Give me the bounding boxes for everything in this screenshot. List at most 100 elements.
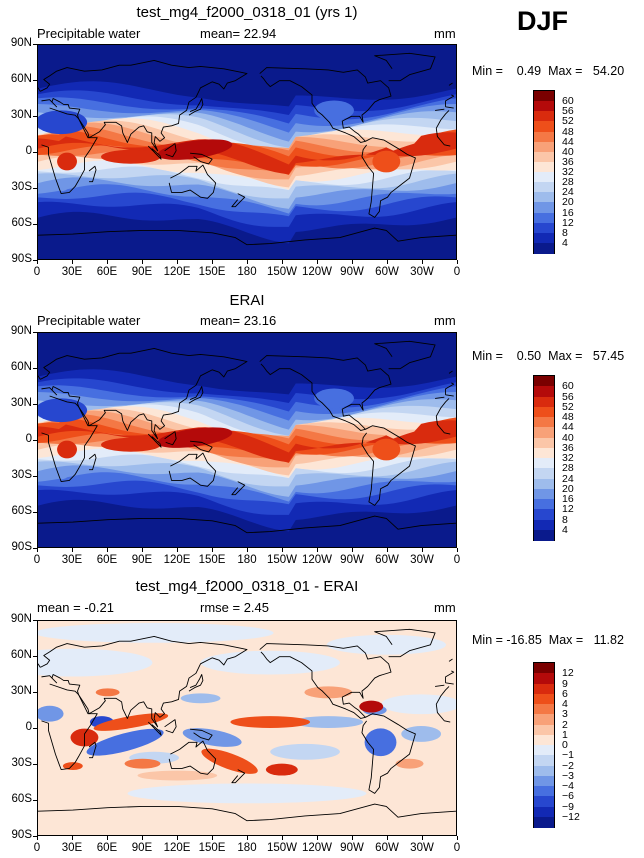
- colorbar-swatch: [534, 141, 554, 153]
- panel-1-colorbar: [533, 90, 555, 254]
- colorbar-label: 12: [562, 667, 574, 680]
- coastline: [259, 643, 392, 719]
- lat-tick-label: 30S: [11, 181, 32, 193]
- lon-tick: [457, 260, 458, 264]
- colorbar-swatch: [534, 458, 554, 469]
- colorbar-swatch: [534, 488, 554, 500]
- panel-3-rmse-label: rmse = 2.45: [200, 600, 270, 615]
- lon-tick-label: 0: [33, 266, 41, 278]
- lat-tick-label: 90N: [10, 37, 32, 49]
- field-contour: [372, 150, 401, 173]
- coastline: [190, 152, 213, 165]
- coastline: [88, 165, 97, 183]
- lat-tick-label: 60S: [11, 505, 32, 517]
- field-contour: [101, 149, 161, 164]
- lon-tick: [282, 260, 283, 264]
- lon-tick-label: 150W: [266, 266, 298, 278]
- colorbar-label: 16: [562, 493, 574, 505]
- lat-tick: [33, 800, 37, 801]
- lon-tick: [282, 548, 283, 552]
- colorbar-label: 4: [562, 236, 568, 249]
- lon-tick-label: 60W: [375, 266, 399, 278]
- field-contour: [38, 110, 88, 135]
- lon-tick-label: 120W: [301, 842, 333, 854]
- coastline: [374, 340, 436, 370]
- lat-tick: [33, 764, 37, 765]
- colorbar-label: 20: [562, 196, 574, 209]
- lon-tick: [352, 836, 353, 840]
- lat-tick: [33, 332, 37, 333]
- lon-tick-label: 0: [33, 842, 41, 854]
- lon-tick-label: 60E: [96, 842, 118, 854]
- field-contour: [270, 743, 340, 760]
- panel-1-units: mm: [434, 26, 456, 41]
- lon-tick: [107, 836, 108, 840]
- panel-1-variable-label: Precipitable water: [37, 26, 141, 41]
- lon-tick-label: 120E: [163, 554, 191, 566]
- lat-tick-label: 90N: [10, 325, 32, 337]
- lat-tick: [33, 188, 37, 189]
- lon-tick: [107, 260, 108, 264]
- lat-tick: [33, 692, 37, 693]
- lat-tick-label: 90N: [10, 613, 32, 625]
- colorbar-swatch: [534, 111, 554, 122]
- colorbar-label: 0: [562, 739, 568, 751]
- colorbar-swatch: [534, 121, 554, 133]
- lon-tick: [72, 260, 73, 264]
- colorbar-swatch: [534, 131, 554, 143]
- coastline: [147, 721, 162, 736]
- lon-tick: [422, 836, 423, 840]
- lat-tick: [33, 476, 37, 477]
- coastline: [190, 440, 213, 453]
- coastline: [188, 674, 204, 692]
- colorbar-swatch: [534, 202, 554, 214]
- lon-tick: [352, 548, 353, 552]
- field-contour: [57, 440, 77, 459]
- colorbar-label: 2: [562, 718, 568, 731]
- field-contour: [38, 132, 456, 175]
- colorbar-label: −3: [562, 769, 574, 782]
- lon-tick-label: 120W: [301, 554, 333, 566]
- lon-tick: [212, 548, 213, 552]
- lon-tick: [142, 260, 143, 264]
- field-contour: [38, 648, 153, 677]
- panel-1-title: test_mg4_f2000_0318_01 (yrs 1): [136, 4, 358, 21]
- lon-tick: [177, 260, 178, 264]
- lon-tick-label: 120E: [163, 266, 191, 278]
- coastline: [164, 719, 177, 734]
- lat-tick-label: 60N: [10, 649, 32, 661]
- lon-tick: [422, 260, 423, 264]
- panel-2-colorbar: [533, 375, 555, 541]
- lon-tick: [142, 836, 143, 840]
- field-contour: [38, 398, 88, 423]
- colorbar-swatch: [534, 151, 554, 163]
- colorbar-swatch: [534, 447, 554, 459]
- colorbar-label: 40: [562, 431, 574, 444]
- colorbar-swatch: [534, 396, 554, 408]
- lon-tick-label: 150E: [198, 842, 226, 854]
- lon-tick: [317, 548, 318, 552]
- lon-tick: [387, 836, 388, 840]
- panel-2-map: [37, 332, 457, 548]
- coastline: [40, 60, 455, 152]
- lon-tick: [72, 548, 73, 552]
- colorbar-label: −12: [562, 810, 580, 823]
- lon-tick: [177, 548, 178, 552]
- field-contour: [101, 437, 161, 452]
- colorbar-swatch: [534, 182, 554, 193]
- colorbar-label: 8: [562, 513, 568, 526]
- coastline: [259, 355, 392, 431]
- colorbar-label: 36: [562, 441, 574, 454]
- colorbar-swatch: [534, 673, 554, 685]
- colorbar-swatch: [534, 765, 554, 777]
- colorbar-label: 4: [562, 523, 568, 536]
- lon-tick-label: 0: [453, 266, 461, 278]
- panel-2-mean-label: mean= 23.16: [200, 313, 277, 328]
- panel-3-minmax: Min = -16.85 Max = 11.82: [472, 633, 624, 647]
- colorbar-label: 12: [562, 216, 574, 229]
- coastline: [164, 431, 177, 446]
- lon-tick-label: 90W: [340, 554, 364, 566]
- colorbar-label: −1: [562, 749, 574, 762]
- colorbar-swatch: [534, 816, 554, 828]
- colorbar-swatch: [534, 714, 554, 726]
